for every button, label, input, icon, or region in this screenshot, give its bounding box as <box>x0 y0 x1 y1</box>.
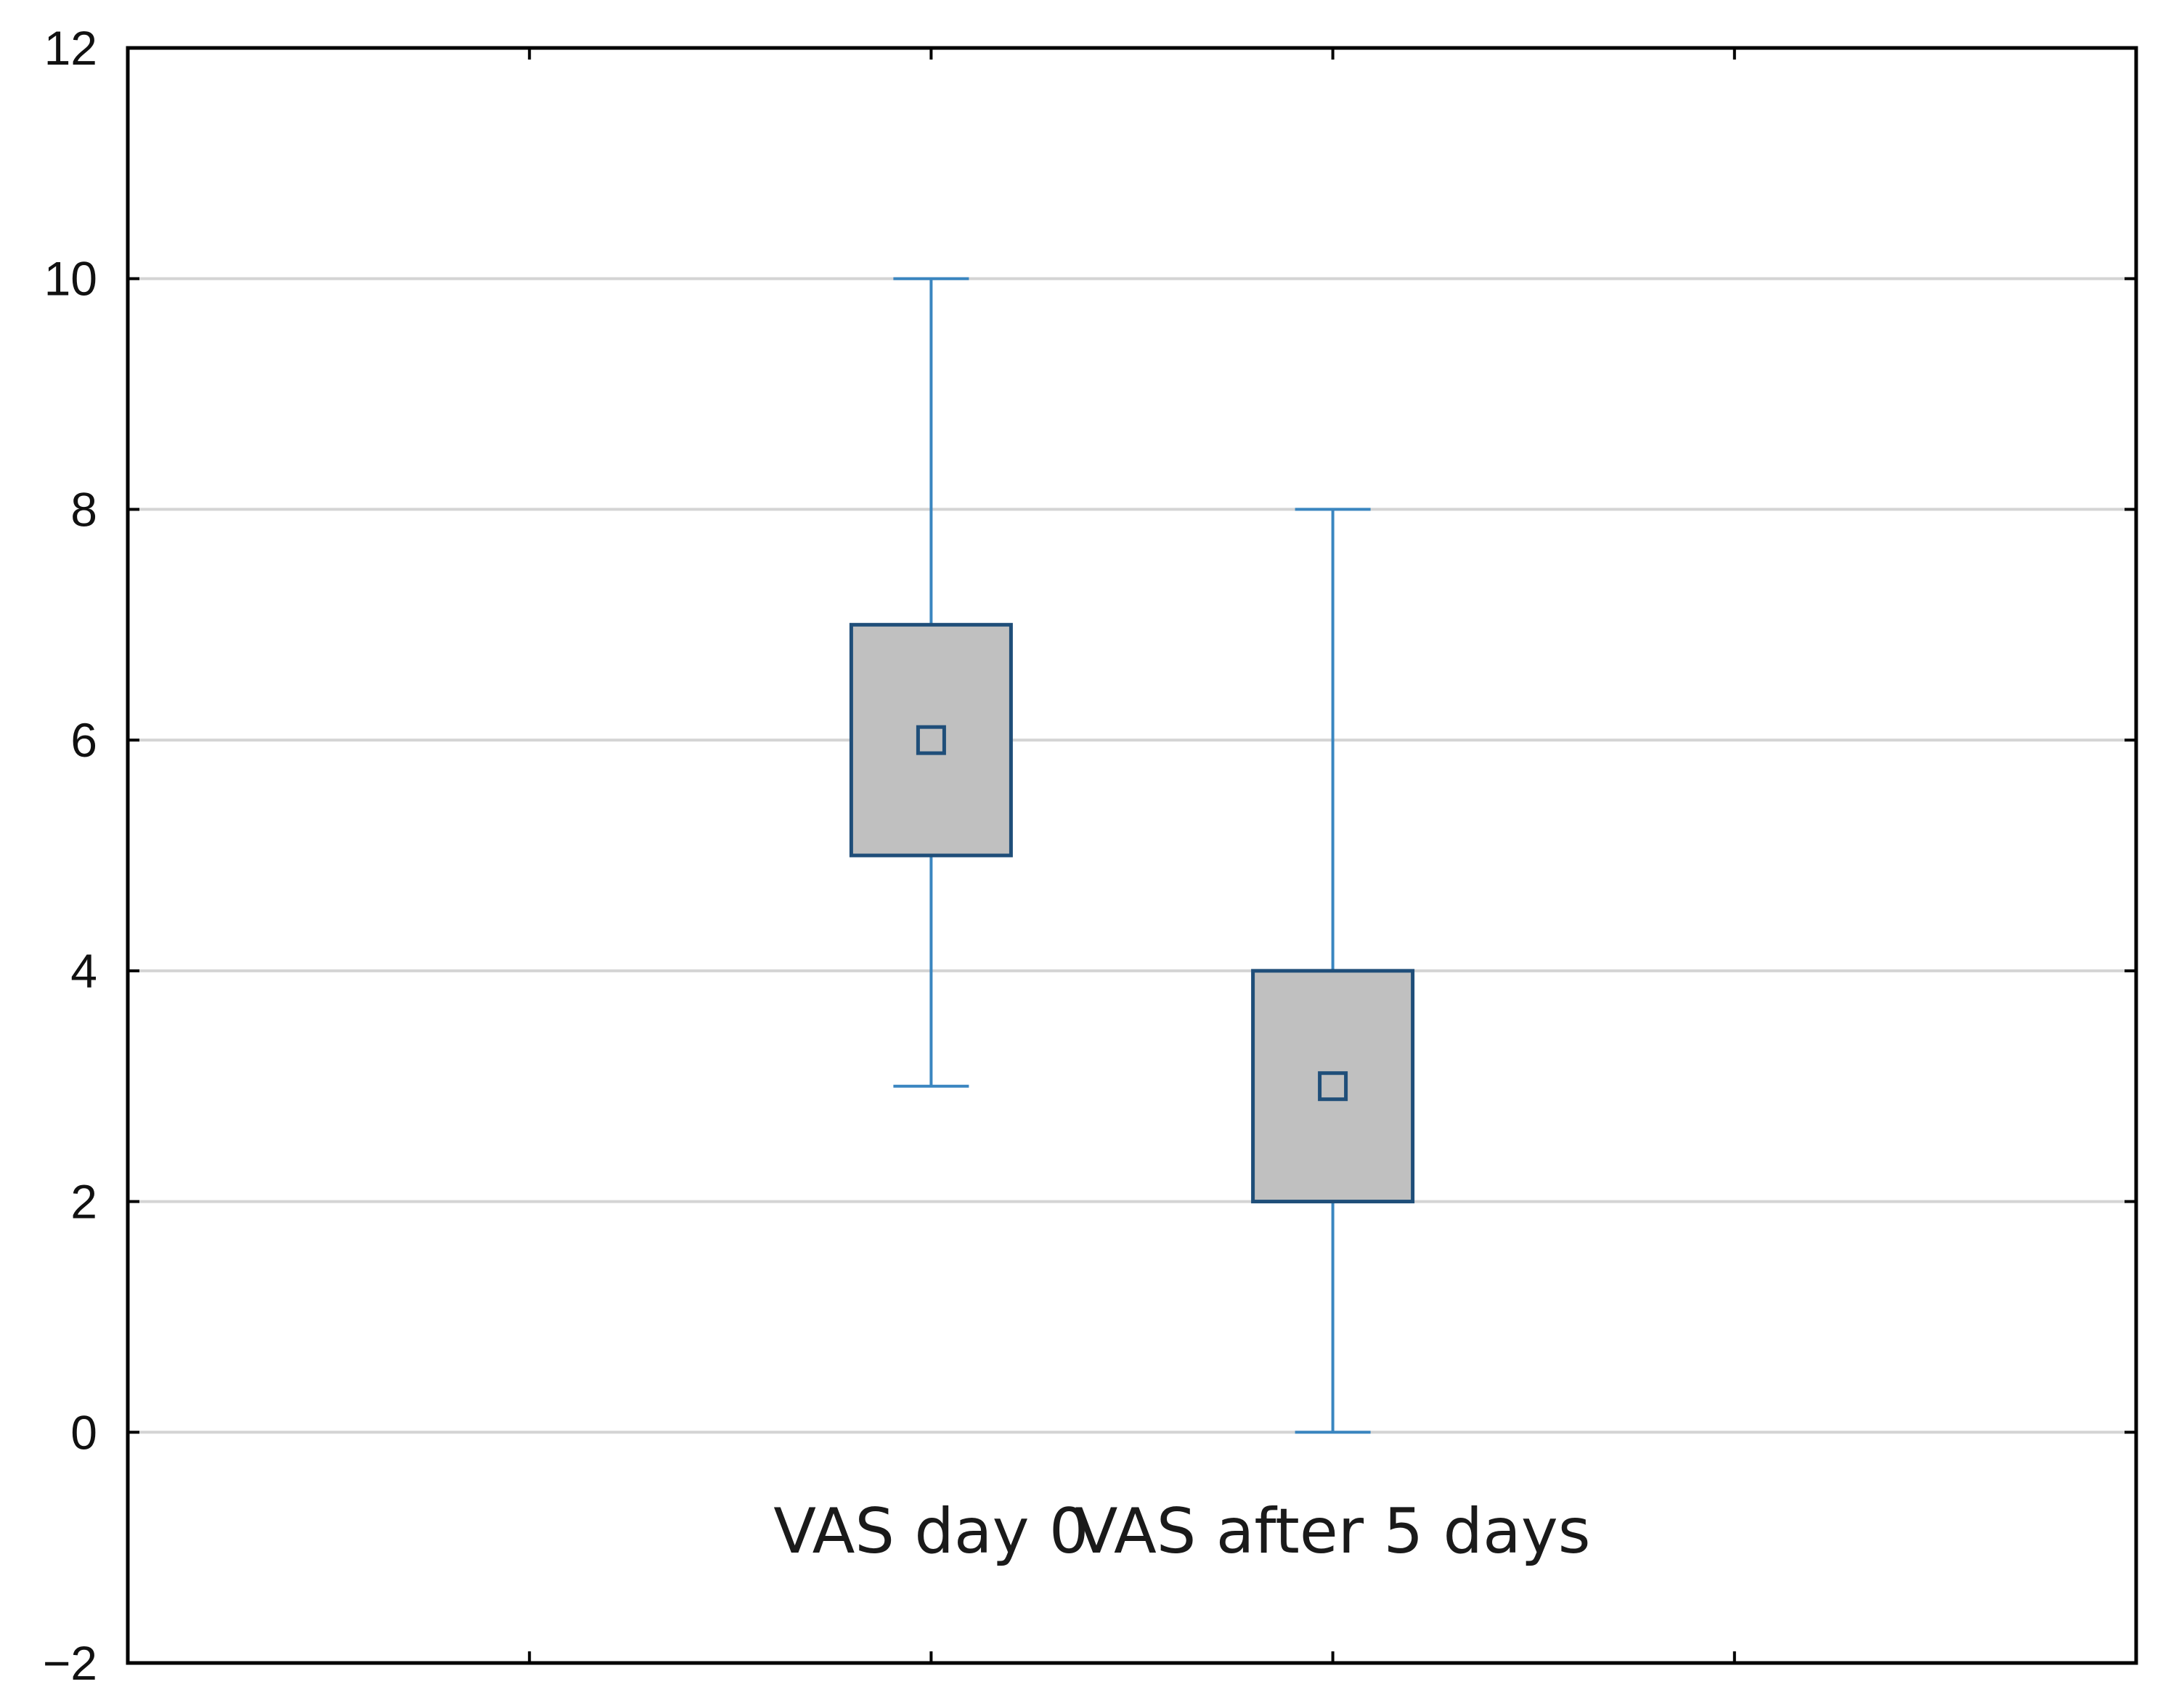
series-0-box <box>849 622 1013 858</box>
category-label: VAS day 0 <box>773 1495 1088 1568</box>
gridlines <box>128 277 2136 1434</box>
ytick-label: 6 <box>70 713 97 767</box>
series-0-center-marker <box>916 725 946 755</box>
series-1-center-marker <box>1318 1071 1348 1102</box>
ytick-label: 2 <box>70 1175 97 1229</box>
axes <box>126 46 2138 1665</box>
ytick-label: 10 <box>44 252 97 306</box>
ytick-label: −2 <box>43 1636 97 1690</box>
category-label: VAS after 5 days <box>1075 1495 1591 1568</box>
ytick-label: 4 <box>70 944 97 998</box>
ytick-label: 12 <box>44 21 97 75</box>
ytick-label: 0 <box>70 1405 97 1459</box>
plot-frame <box>126 46 2138 1665</box>
boxes <box>849 277 1415 1434</box>
ytick-label: 8 <box>70 482 97 536</box>
series-1-box <box>1251 969 1415 1204</box>
